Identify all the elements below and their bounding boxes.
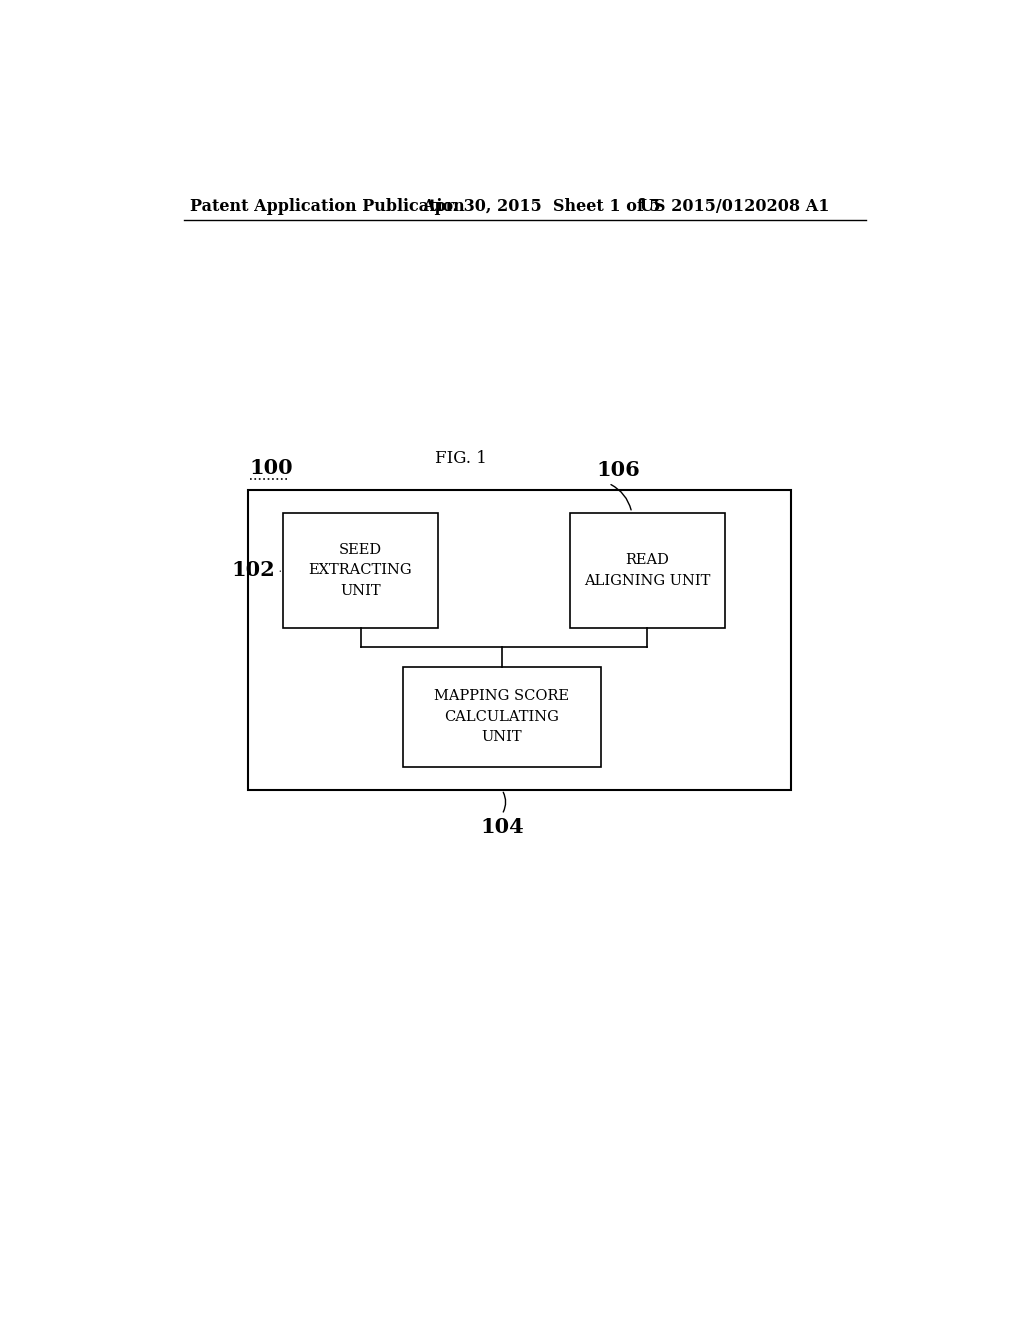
Text: Apr. 30, 2015  Sheet 1 of 5: Apr. 30, 2015 Sheet 1 of 5 [423,198,662,215]
Text: READ
ALIGNING UNIT: READ ALIGNING UNIT [584,553,711,587]
Text: MAPPING SCORE
CALCULATING
UNIT: MAPPING SCORE CALCULATING UNIT [434,689,569,744]
Text: Patent Application Publication: Patent Application Publication [190,198,465,215]
Text: FIG. 1: FIG. 1 [435,450,487,467]
Text: 106: 106 [597,461,641,480]
Text: SEED
EXTRACTING
UNIT: SEED EXTRACTING UNIT [308,543,413,598]
Bar [283,512,438,628]
Bar [403,667,601,767]
Bar [248,490,791,789]
Text: US 2015/0120208 A1: US 2015/0120208 A1 [640,198,829,215]
Bar [569,512,725,628]
Text: 100: 100 [250,458,293,478]
Text: 104: 104 [480,817,524,837]
Text: 102: 102 [231,561,275,581]
